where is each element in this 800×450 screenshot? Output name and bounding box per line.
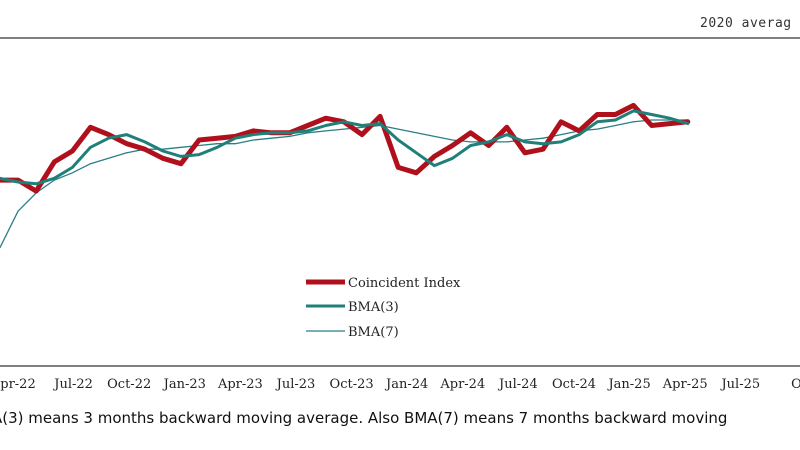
- x-tick-label: Jul-22: [52, 377, 93, 392]
- x-tick-label: pr-22: [0, 377, 35, 392]
- legend: Coincident Index BMA(3) BMA(7): [306, 276, 461, 340]
- x-tick-label: Jan-23: [162, 377, 206, 392]
- legend-label: BMA(7): [348, 325, 399, 340]
- legend-label: BMA(3): [348, 300, 399, 315]
- series-line-bma7: [0, 119, 689, 249]
- x-tick-label: O: [791, 377, 800, 392]
- x-tick-label: Jul-25: [719, 377, 760, 392]
- x-tick-label: Oct-24: [552, 377, 596, 392]
- legend-label: Coincident Index: [348, 276, 461, 291]
- x-tick-labels: pr-22 Jul-22 Oct-22 Jan-23 Apr-23 Jul-23 Oct-2…: [0, 377, 800, 392]
- header-unit-text: 2020 averag: [700, 16, 792, 31]
- series-layer: [0, 102, 691, 249]
- x-tick-label: Apr-24: [439, 377, 485, 392]
- x-tick-label: Jul-23: [275, 377, 316, 392]
- x-tick-label: Apr-25: [662, 377, 708, 392]
- x-tick-label: Jul-24: [497, 377, 538, 392]
- x-tick-label: Oct-23: [330, 377, 374, 392]
- x-tick-label: Jan-24: [384, 377, 428, 392]
- axes: [0, 37, 800, 367]
- x-tick-label: Oct-22: [107, 377, 151, 392]
- series-line-coincident-index: [0, 102, 691, 194]
- series-line-bma3: [0, 109, 690, 186]
- x-tick-label: Jan-25: [606, 377, 650, 392]
- x-tick-label: Apr-23: [217, 377, 263, 392]
- footnote: A(3) means 3 months backward moving aver…: [0, 409, 728, 427]
